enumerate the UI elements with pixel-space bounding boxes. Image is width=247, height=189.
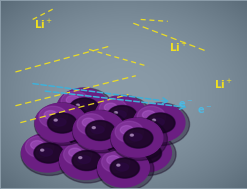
Ellipse shape (48, 113, 76, 133)
Ellipse shape (129, 141, 142, 149)
Ellipse shape (31, 141, 43, 149)
Ellipse shape (137, 106, 165, 127)
Ellipse shape (66, 96, 79, 104)
Ellipse shape (133, 143, 161, 163)
Ellipse shape (41, 149, 44, 151)
Ellipse shape (114, 112, 117, 114)
Ellipse shape (101, 142, 104, 144)
Ellipse shape (25, 136, 54, 157)
Ellipse shape (44, 111, 57, 119)
Ellipse shape (138, 148, 151, 156)
Ellipse shape (95, 95, 151, 138)
Ellipse shape (21, 133, 78, 175)
Ellipse shape (44, 118, 95, 157)
Ellipse shape (35, 143, 63, 163)
Ellipse shape (113, 111, 126, 119)
Ellipse shape (82, 118, 95, 127)
Ellipse shape (111, 158, 139, 178)
Ellipse shape (73, 151, 101, 170)
Ellipse shape (124, 128, 152, 148)
Ellipse shape (86, 129, 114, 150)
Ellipse shape (57, 88, 113, 130)
Ellipse shape (47, 121, 76, 143)
Ellipse shape (86, 121, 114, 140)
Ellipse shape (21, 133, 73, 172)
Ellipse shape (60, 141, 111, 180)
Ellipse shape (152, 119, 156, 121)
Ellipse shape (70, 98, 99, 118)
Ellipse shape (92, 127, 95, 129)
Ellipse shape (98, 148, 149, 187)
Ellipse shape (73, 111, 125, 149)
Ellipse shape (142, 111, 155, 119)
Ellipse shape (130, 134, 133, 136)
Text: Li$^+$: Li$^+$ (34, 18, 53, 31)
Ellipse shape (81, 125, 138, 168)
Ellipse shape (59, 140, 116, 183)
Ellipse shape (35, 103, 87, 142)
Ellipse shape (40, 148, 53, 156)
Ellipse shape (95, 96, 147, 134)
Ellipse shape (91, 133, 104, 142)
Ellipse shape (104, 103, 117, 112)
Ellipse shape (79, 157, 82, 159)
Ellipse shape (119, 133, 176, 175)
Ellipse shape (139, 149, 142, 151)
Ellipse shape (57, 128, 85, 148)
Text: Li$^+$: Li$^+$ (214, 78, 233, 91)
Ellipse shape (69, 148, 82, 157)
Text: e$^-$: e$^-$ (197, 105, 212, 116)
Ellipse shape (77, 114, 105, 135)
Ellipse shape (133, 103, 189, 146)
Ellipse shape (151, 118, 164, 126)
Ellipse shape (39, 106, 67, 127)
Ellipse shape (116, 163, 129, 171)
Ellipse shape (102, 151, 130, 173)
Ellipse shape (117, 164, 120, 166)
Ellipse shape (91, 126, 104, 133)
Ellipse shape (73, 110, 129, 153)
Ellipse shape (61, 91, 89, 112)
Ellipse shape (63, 134, 66, 136)
Ellipse shape (43, 118, 100, 160)
Text: e$^-$: e$^-$ (178, 99, 193, 110)
Ellipse shape (133, 103, 185, 142)
Ellipse shape (35, 103, 91, 146)
Ellipse shape (120, 133, 171, 172)
Ellipse shape (146, 113, 175, 133)
Ellipse shape (57, 88, 109, 127)
Ellipse shape (107, 156, 120, 164)
Ellipse shape (53, 118, 66, 126)
Ellipse shape (76, 104, 79, 106)
Ellipse shape (99, 99, 127, 120)
Ellipse shape (78, 156, 91, 163)
Ellipse shape (115, 121, 144, 143)
Ellipse shape (63, 144, 92, 165)
Ellipse shape (129, 133, 142, 141)
Ellipse shape (75, 103, 88, 111)
Ellipse shape (108, 106, 137, 125)
Ellipse shape (97, 148, 154, 189)
Ellipse shape (120, 125, 133, 134)
Ellipse shape (53, 125, 66, 134)
Text: Li$^+$: Li$^+$ (169, 41, 188, 54)
Ellipse shape (82, 126, 133, 164)
Ellipse shape (111, 118, 167, 160)
Ellipse shape (100, 141, 113, 148)
Ellipse shape (124, 136, 152, 157)
Ellipse shape (54, 119, 57, 121)
Ellipse shape (95, 136, 123, 155)
Ellipse shape (111, 118, 163, 157)
Ellipse shape (62, 133, 75, 141)
